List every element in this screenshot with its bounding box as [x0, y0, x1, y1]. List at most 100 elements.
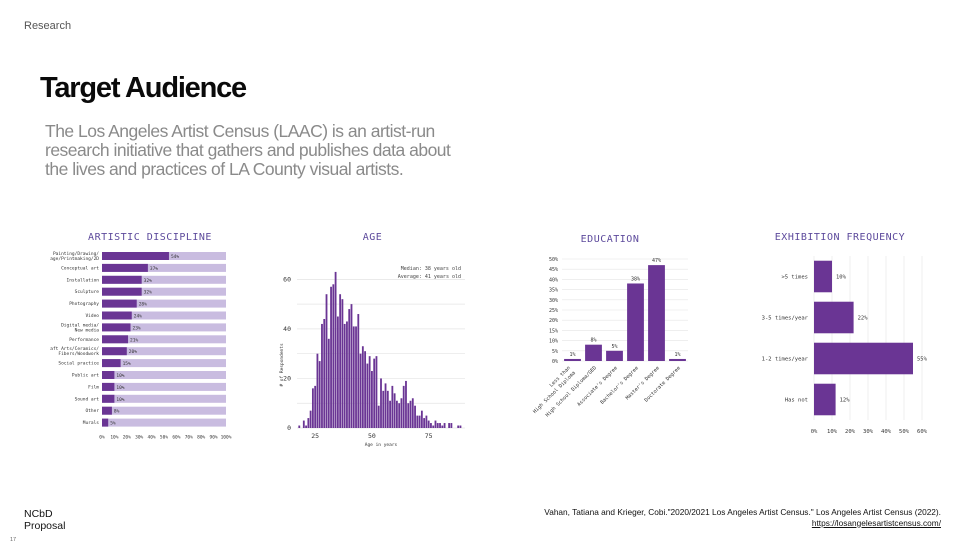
- histogram-bar: [377, 405, 380, 428]
- histogram-bar: [434, 420, 437, 428]
- y-tick-label: 25%: [549, 308, 558, 314]
- brand: NCbD Proposal: [24, 508, 65, 532]
- x-axis-label: Age in years: [365, 442, 398, 448]
- bar: [102, 263, 148, 272]
- category-label: Social practice: [58, 361, 99, 367]
- histogram-bar: [334, 271, 337, 428]
- bar-track: [102, 335, 226, 344]
- histogram-bar: [321, 323, 323, 428]
- x-tick-label: 50: [368, 432, 376, 440]
- brand-line-1: NCbD: [24, 508, 53, 520]
- bar: [814, 301, 854, 334]
- chart-title-artistic-discipline: ARTISTIC DISCIPLINE: [88, 232, 212, 243]
- histogram-bar: [318, 361, 321, 428]
- x-tick-label: 20%: [123, 435, 131, 441]
- category-label: Film: [88, 384, 99, 390]
- data-label: 38%: [631, 276, 640, 282]
- histogram-bar: [341, 299, 344, 428]
- chart-title-exhibition-frequency: EXHIBITION FREQUENCY: [774, 232, 906, 243]
- data-label: 23%: [133, 325, 141, 331]
- x-tick-label: 40%: [148, 435, 156, 441]
- histogram-bar: [302, 420, 305, 428]
- histogram-bar: [430, 423, 432, 428]
- category-label: Sculpture: [75, 289, 100, 295]
- category-label: Painting/Drawing/: [53, 251, 99, 257]
- histogram-bar: [357, 314, 360, 428]
- citation: Vahan, Tatiana and Krieger, Cobi."2020/2…: [544, 507, 941, 528]
- histogram-bar: [368, 356, 371, 428]
- y-tick-label: 0: [287, 424, 291, 432]
- section-label: Research: [24, 20, 72, 32]
- bar: [102, 406, 112, 415]
- category-label: Installation: [66, 277, 99, 283]
- histogram-bar: [350, 304, 353, 428]
- category-label: Craft Arts/Ceramics/: [50, 346, 99, 352]
- histogram-bar: [336, 316, 339, 428]
- education-chart: 0%5%10%15%20%25%30%35%40%45%50%1%Less th…: [532, 257, 688, 418]
- bar: [102, 252, 169, 260]
- page-title: Target Audience: [40, 72, 247, 104]
- histogram-bar: [414, 405, 416, 428]
- data-label: 24%: [134, 314, 142, 320]
- x-tick-label: 20%: [845, 429, 856, 435]
- x-tick-label: 40%: [881, 429, 892, 435]
- category-label: Murals: [83, 420, 100, 426]
- category-label: Has not: [785, 398, 808, 404]
- bar-track: [102, 382, 226, 391]
- bar-track: [102, 311, 226, 320]
- y-tick-label: 60: [283, 275, 291, 283]
- bar: [102, 371, 115, 379]
- citation-link[interactable]: https://losangelesartistcensus.com/: [811, 517, 941, 528]
- chart-title-education: EDUCATION: [580, 234, 640, 245]
- bar: [648, 265, 665, 361]
- bar: [814, 342, 913, 375]
- category-label: >5 times: [782, 275, 809, 281]
- data-label: 5%: [110, 421, 116, 427]
- data-label: 28%: [139, 302, 147, 308]
- histogram-bar: [420, 410, 423, 428]
- histogram-bar: [366, 363, 369, 428]
- data-label: 10%: [836, 275, 847, 281]
- bar: [102, 311, 132, 320]
- histogram-bar: [314, 385, 317, 428]
- histogram-bar: [364, 351, 367, 428]
- histogram-bar: [332, 284, 335, 428]
- histogram-bar: [352, 326, 355, 428]
- category-label: Collage/Printmaking/2D: [50, 256, 99, 262]
- chart-title-age: AGE: [362, 232, 383, 243]
- x-tick-label: 10%: [110, 435, 118, 441]
- histogram-bar: [398, 403, 401, 428]
- data-label: 1%: [674, 352, 680, 358]
- histogram-bar: [402, 385, 405, 428]
- bar-track: [102, 371, 226, 379]
- histogram-bar: [375, 356, 378, 428]
- histogram-bar: [405, 380, 407, 428]
- histogram-bar: [448, 423, 451, 428]
- annotation: Average: 41 years old: [398, 274, 461, 280]
- histogram-bar: [409, 400, 412, 428]
- data-label: 22%: [858, 316, 869, 322]
- x-tick-label: 30%: [135, 435, 143, 441]
- category-label: Associate's Degree: [576, 365, 619, 408]
- histogram-bar: [459, 425, 462, 428]
- page-description: The Los Angeles Artist Census (LAAC) is …: [45, 121, 451, 179]
- age-chart: 0 20 40 60 25 50 75 Age in years # of Respondent…: [279, 266, 465, 448]
- category-label: Bachelor's Degree: [599, 365, 639, 405]
- x-tick-label: 75: [425, 432, 433, 440]
- bar-track: [102, 406, 226, 415]
- histogram-bar: [386, 390, 389, 428]
- bar: [585, 344, 602, 361]
- histogram-bar: [427, 420, 430, 428]
- bar: [102, 299, 137, 308]
- histogram-bar: [323, 318, 326, 428]
- exhibition-frequency-chart: 0% 10% 20% 30% 40% 50% 60% 10% >5 times 22% 3-5 ti…: [762, 256, 928, 435]
- y-tick-label: 35%: [549, 288, 558, 294]
- histogram-bar: [316, 353, 319, 428]
- histogram-bar: [327, 338, 330, 428]
- histogram-bar: [343, 323, 346, 428]
- y-axis-label: # of Respondents: [279, 343, 285, 387]
- category-label: Photography: [69, 301, 99, 307]
- bar: [627, 283, 644, 361]
- bar-track: [102, 418, 226, 427]
- x-tick-label: 90%: [210, 435, 218, 441]
